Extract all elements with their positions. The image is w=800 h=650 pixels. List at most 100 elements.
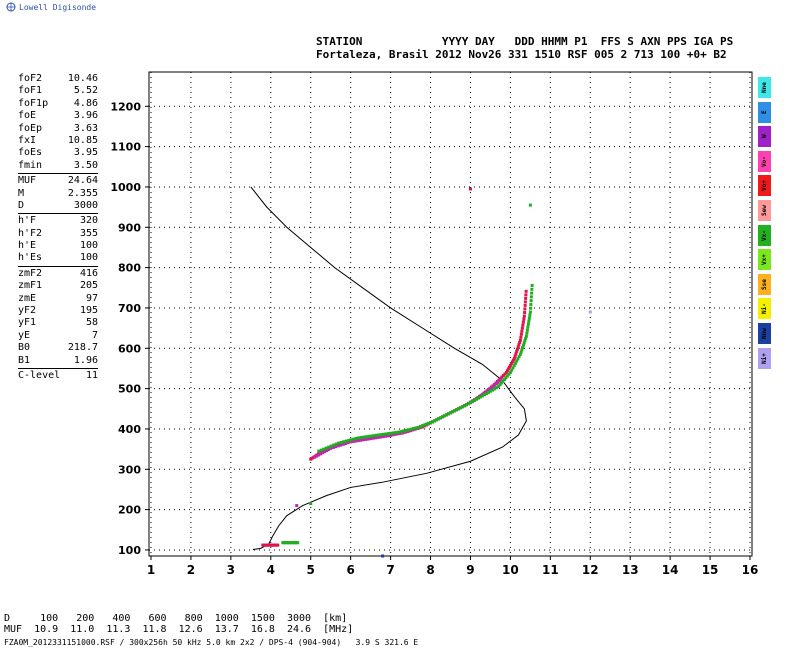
echo-trace-point: [517, 355, 521, 359]
echo-trace-point: [392, 431, 396, 435]
electron-density-profile: [250, 186, 527, 551]
echo-trace-point: [518, 338, 522, 342]
echo-trace-point: [419, 425, 423, 429]
echo-speck: [528, 203, 532, 207]
echo-trace-point: [339, 440, 343, 444]
param-value: 4.86: [73, 97, 98, 109]
echo-trace-point: [369, 434, 373, 438]
echo-trace-point: [359, 438, 363, 442]
param-name: h'Es: [18, 252, 43, 264]
echo-trace-point: [356, 439, 360, 443]
param-row: h'Es 100: [18, 252, 98, 264]
x-tick-label: 1: [147, 563, 155, 577]
echo-trace-point: [372, 434, 376, 438]
echo-trace-point: [397, 430, 401, 434]
echo-trace-point: [522, 314, 526, 318]
echo-trace-point: [492, 387, 496, 391]
param-name: B0: [18, 342, 31, 354]
echo-trace-point: [499, 378, 503, 382]
echo-trace-point: [445, 413, 449, 417]
echo-trace-point: [319, 448, 323, 452]
echo-trace-point: [276, 543, 280, 547]
echo-trace-point: [520, 329, 524, 333]
echo-trace-point: [361, 438, 365, 442]
echo-trace-point: [322, 447, 326, 451]
echo-trace-point: [344, 441, 348, 445]
param-row: fmin 3.50: [18, 160, 98, 172]
x-tick-label: 11: [542, 563, 559, 577]
echo-trace-point: [505, 369, 509, 373]
param-row: MUF 24.64: [18, 175, 98, 187]
echo-trace-point: [327, 447, 331, 451]
y-tick-label: 1000: [110, 181, 141, 194]
echo-trace-point: [524, 336, 528, 340]
echo-trace-point: [374, 436, 378, 440]
echo-trace-point: [423, 423, 427, 427]
param-row: D 3000: [18, 200, 98, 212]
y-tick-label: 200: [118, 504, 141, 517]
echo-trace-point: [504, 370, 508, 374]
echo-trace-point: [421, 424, 425, 428]
echo-speck: [381, 554, 385, 558]
digisonde-logo: Lowell Digisonde: [6, 2, 96, 12]
legend-item-11: Ni+: [758, 347, 771, 369]
param-row: h'E 100: [18, 240, 98, 252]
x-tick-label: 16: [742, 563, 759, 577]
param-value: 3.63: [73, 122, 98, 134]
param-name: zmF1: [18, 280, 43, 292]
legend-item-2: W: [758, 126, 771, 148]
param-name: zmE: [18, 292, 37, 304]
echo-trace-point: [329, 444, 333, 448]
param-name: yF1: [18, 317, 37, 329]
echo-trace-point: [362, 435, 366, 439]
echo-trace-point: [478, 395, 482, 399]
param-value: 195: [79, 305, 98, 317]
echo-trace-point: [404, 428, 408, 432]
param-row: M 2.355: [18, 188, 98, 200]
echo-trace-point: [519, 332, 523, 336]
param-row: fxI 10.85: [18, 135, 98, 147]
echo-trace-point: [382, 432, 386, 436]
echo-trace-point: [515, 350, 519, 354]
echo-trace-point: [384, 434, 388, 438]
y-tick-label: 800: [118, 262, 141, 275]
echo-trace-point: [357, 436, 361, 440]
echo-trace-point: [488, 389, 492, 393]
echo-trace-point: [527, 316, 531, 320]
echo-trace-point: [431, 420, 435, 424]
param-value: 1.96: [73, 354, 98, 366]
echo-speck: [468, 187, 472, 191]
echo-trace-point: [387, 432, 391, 436]
echo-trace-point: [529, 302, 533, 306]
x-tick-label: 12: [582, 563, 599, 577]
echo-trace-point: [341, 442, 345, 446]
param-name: yF2: [18, 305, 37, 317]
echo-trace-point: [319, 452, 323, 456]
echo-trace-point: [494, 386, 498, 390]
echo-trace-point: [520, 348, 524, 352]
echo-trace-point: [437, 417, 441, 421]
echo-trace-point: [435, 418, 439, 422]
param-name: MUF: [18, 175, 37, 187]
echo-trace-point: [516, 345, 520, 349]
echo-trace-point: [529, 299, 533, 303]
param-row: h'F 320: [18, 215, 98, 227]
echo-trace-point: [389, 433, 393, 437]
echo-trace-point: [407, 428, 411, 432]
echo-trace-point: [470, 399, 474, 403]
echo-trace-point: [366, 437, 370, 441]
x-tick-label: 6: [346, 563, 354, 577]
echo-trace-point: [508, 370, 512, 374]
param-value: 3.96: [73, 110, 98, 122]
param-value: 5.52: [73, 85, 98, 97]
echo-trace-point: [500, 375, 504, 379]
echo-trace-point: [523, 300, 527, 304]
echo-trace-point: [525, 328, 529, 332]
legend-item-8: Sse: [758, 273, 771, 295]
param-name: fxI: [18, 134, 37, 146]
echo-trace-point: [508, 363, 512, 367]
y-tick-label: 400: [118, 423, 141, 436]
echo-trace-point: [317, 453, 321, 457]
echo-trace-point: [512, 356, 516, 360]
header-values: Fortaleza, Brasil 2012 Nov26 331 1510 RS…: [316, 48, 727, 61]
